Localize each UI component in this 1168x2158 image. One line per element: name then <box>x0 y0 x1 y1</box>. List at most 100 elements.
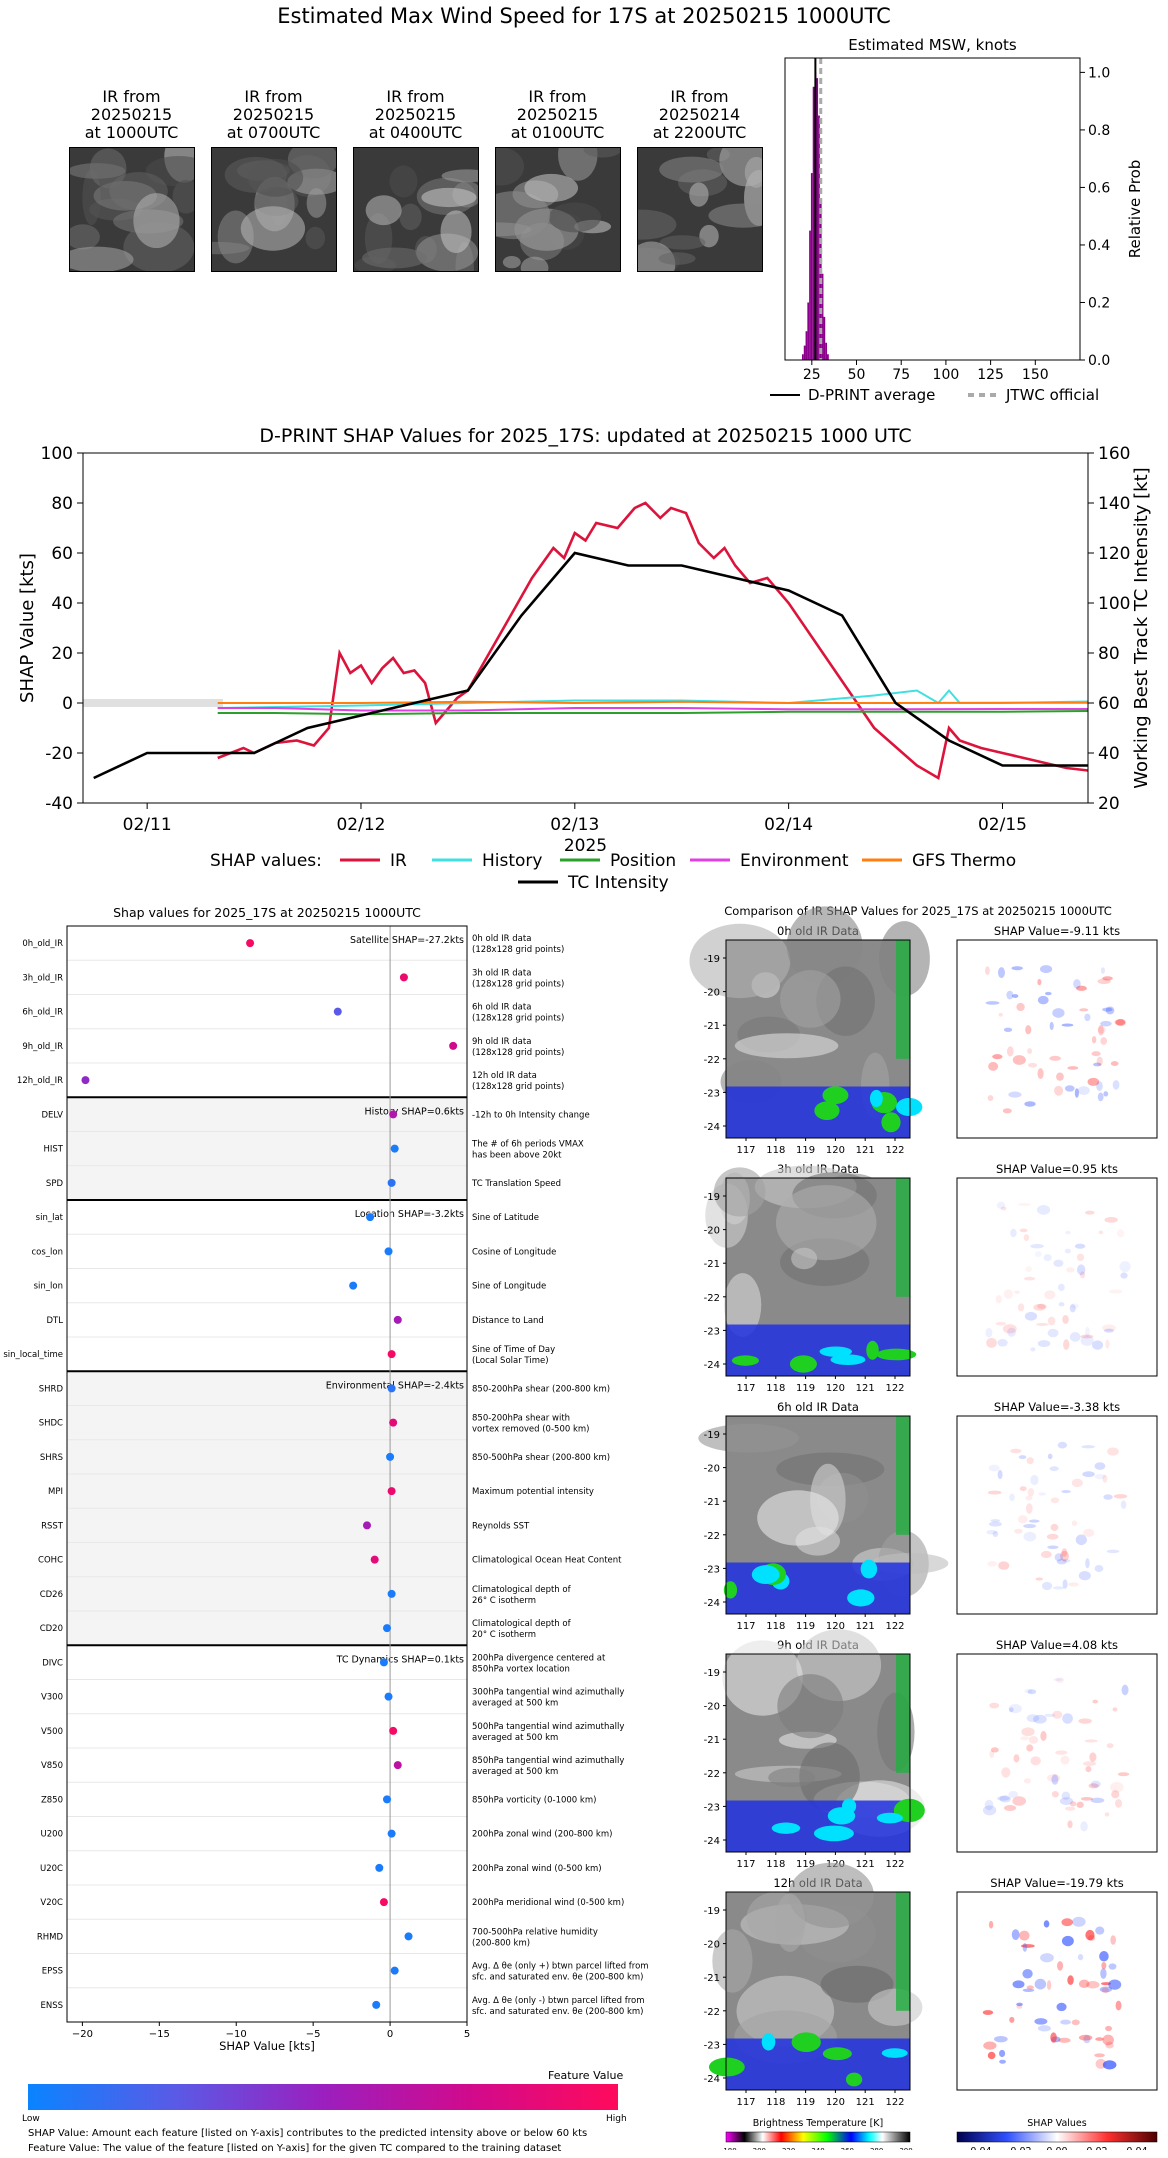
ir-caption-line3: at 0700UTC <box>226 123 321 142</box>
feature-description: 200hPa meridional wind (0-500 km) <box>472 1898 624 1908</box>
shap-blob <box>1027 1488 1035 1497</box>
ir-thumbnail-caption: IR from 20250215 at 1000UTC <box>69 88 194 142</box>
feature-description: 12h old IR data <box>472 1071 537 1081</box>
shap-blob <box>1099 1986 1113 1993</box>
feature-description: 850hPa tangential wind azimuthally <box>472 1756 624 1766</box>
feature-dot-U200 <box>387 1829 396 1838</box>
shap-blob <box>1038 1492 1047 1496</box>
shap-blob <box>1060 2019 1071 2025</box>
shap-blob <box>1007 1046 1014 1057</box>
ir-cold-spot <box>847 1589 875 1607</box>
shap-blob <box>1033 1303 1046 1311</box>
ir-cloud <box>306 188 327 218</box>
lat-tick-label: -24 <box>704 2074 720 2085</box>
shap-blob <box>1024 1101 1036 1107</box>
feature-description: 850-200hPa shear with <box>472 1414 570 1424</box>
ir-cold-spot <box>731 1355 759 1366</box>
ir-cloud <box>777 1674 844 1739</box>
shap-blob <box>1062 1559 1071 1563</box>
shap-blob <box>1115 1018 1126 1027</box>
shap-blob <box>1085 1326 1090 1338</box>
shap-blob <box>988 1061 999 1071</box>
group-label: TC Dynamics SHAP=0.1kts <box>336 1654 464 1665</box>
feature-dot-ENSS <box>372 2000 381 2009</box>
shap-blob <box>1019 1930 1030 1941</box>
feature-dot-V500 <box>389 1726 398 1735</box>
legend-label-ir: IR <box>390 851 407 871</box>
shap-panel-title: SHAP Value=-3.38 kts <box>994 1400 1120 1414</box>
shap-blob <box>1077 1954 1084 1961</box>
lat-tick-label: -20 <box>704 1940 720 1951</box>
lon-tick-label: 120 <box>826 2097 845 2108</box>
ir-caption-line2: 20250214 <box>658 105 741 124</box>
ir-cloud <box>496 191 551 240</box>
shap-blob <box>1064 1248 1072 1254</box>
feature-name: V850 <box>41 1761 63 1771</box>
feature-chart-title: Shap values for 2025_17S at 20250215 100… <box>113 905 421 920</box>
feature-name: 9h_old_IR <box>22 1042 63 1052</box>
feature-dot-6h_old_IR <box>333 1007 342 1016</box>
shap-blob <box>1080 1796 1093 1801</box>
shap-blob <box>988 1464 1000 1472</box>
feature-x-tick-label: 5 <box>464 2029 470 2040</box>
feature-value-colorbar <box>28 2084 618 2110</box>
shap-blob <box>1102 2060 1117 2070</box>
feature-x-axis-label: SHAP Value [kts] <box>219 2039 315 2053</box>
ir-thumbnail-image <box>69 147 195 272</box>
shap-blob <box>1034 1251 1042 1258</box>
shap-blob <box>1043 1920 1050 1928</box>
sv-tick-label: 0.04 <box>1126 2146 1147 2150</box>
shap-blob <box>1076 985 1087 991</box>
feature-description: Sine of Time of Day <box>472 1345 555 1355</box>
shap-blob <box>1007 1327 1016 1337</box>
shap-blob <box>1053 1259 1064 1267</box>
feature-name: cos_lon <box>31 1247 63 1257</box>
ir-cloud <box>780 970 841 1028</box>
shap-blob <box>1085 1558 1090 1569</box>
shap-blob <box>1039 965 1053 974</box>
shap-blob <box>1062 1713 1073 1724</box>
lat-tick-label: -21 <box>704 1021 720 1032</box>
shap-blob <box>1058 1302 1065 1307</box>
feature-dot-DIVC <box>379 1658 388 1667</box>
feature-description: 200hPa zonal wind (0-500 km) <box>472 1864 602 1874</box>
shap-blob <box>1030 1756 1041 1766</box>
shap-blob <box>1065 1230 1071 1235</box>
shap-blob <box>1104 1812 1110 1817</box>
ir-cloud <box>240 206 306 251</box>
feature-description: 300hPa tangential wind azimuthally <box>472 1688 624 1698</box>
shap-blob <box>1028 1519 1040 1523</box>
histogram-x-tick-label: 150 <box>1022 367 1049 383</box>
shap-blob <box>1086 1981 1100 1989</box>
ir-cold-spot <box>866 1340 879 1360</box>
histogram-x-tick-label: 50 <box>848 367 866 383</box>
sv-tick-label: 0.00 <box>1046 2146 1067 2150</box>
feature-description: (128x128 grid points) <box>472 1048 564 1058</box>
group-shade <box>67 1097 467 1200</box>
shap-blob <box>1078 2034 1093 2041</box>
ir-edge-band <box>896 940 910 1059</box>
feature-description: (128x128 grid points) <box>472 1082 564 1092</box>
bt-tick-label: 280 <box>870 2147 883 2150</box>
shap-blob <box>1078 1571 1091 1581</box>
y-tick-label: 60 <box>51 544 73 564</box>
shap-blob <box>1085 1929 1095 1941</box>
shap-blob <box>1018 1455 1027 1460</box>
shap-blob <box>1101 1987 1109 1994</box>
y-tick-label: -40 <box>45 794 73 814</box>
ir-thumbnail-image <box>637 147 763 272</box>
ir-cloud <box>502 255 521 269</box>
histogram-x-tick-label: 100 <box>933 367 960 383</box>
feature-name: DELV <box>41 1110 63 1120</box>
feature-name: DTL <box>47 1316 64 1326</box>
shap-blob <box>1034 1978 1047 1990</box>
ir-cloud <box>520 256 549 271</box>
series-line-environment <box>217 707 1088 712</box>
ir-cold-spot <box>869 1089 883 1108</box>
shap-blob <box>1097 1026 1106 1034</box>
shap-blob <box>1044 1713 1056 1717</box>
shap-blob <box>1016 2004 1023 2009</box>
shap-blob <box>1003 1027 1013 1033</box>
histogram-bar <box>801 354 804 360</box>
histogram-bar <box>805 331 808 360</box>
